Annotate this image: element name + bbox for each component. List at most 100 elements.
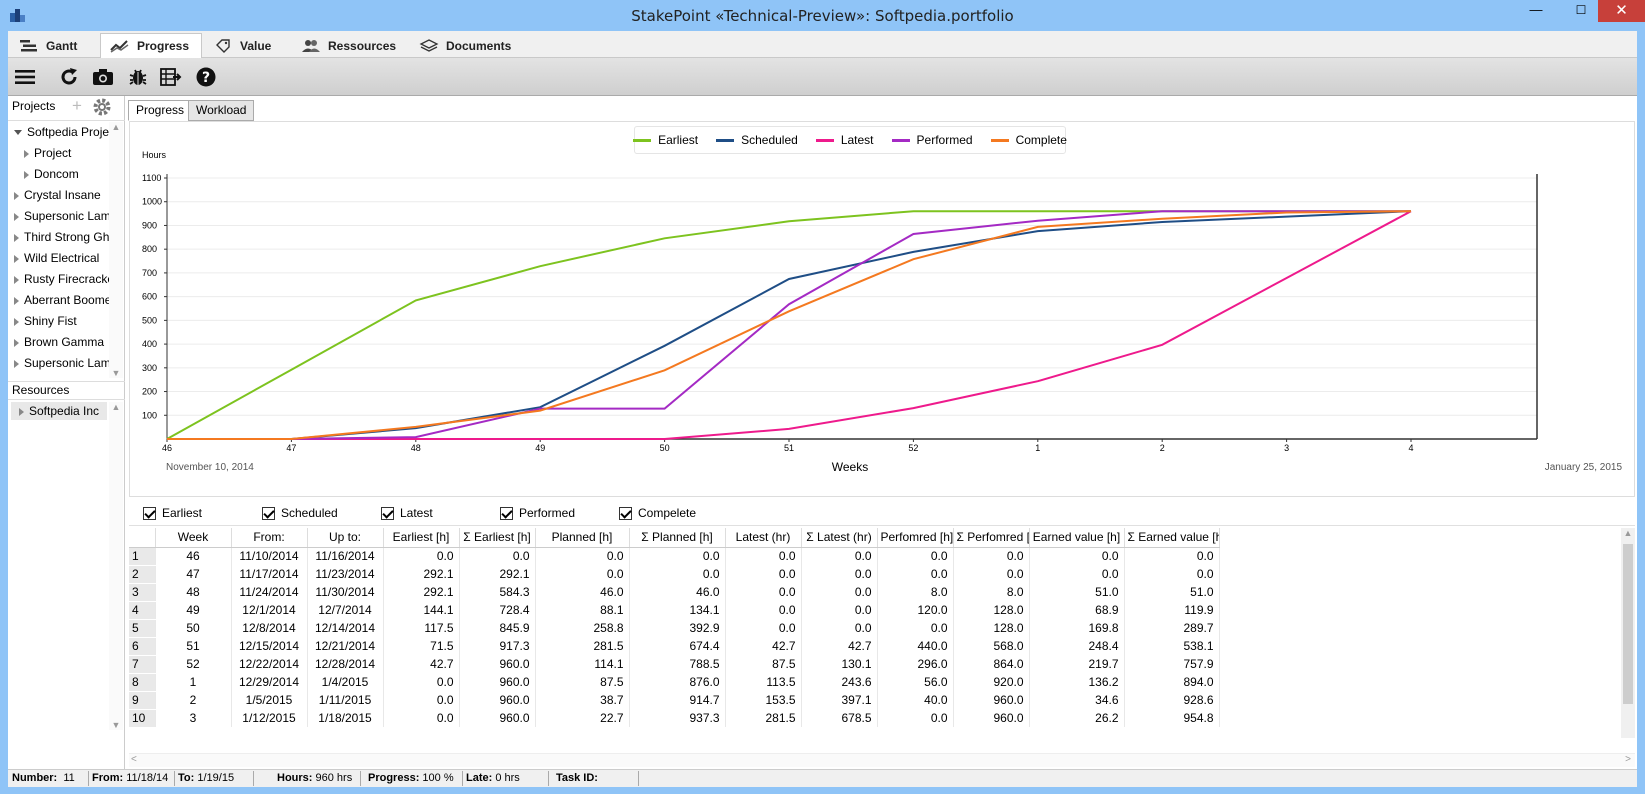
table-cell[interactable]: 960.0 [459,691,536,709]
tree-item[interactable]: Supersonic Lamp [14,356,109,370]
table-cell[interactable]: 392.9 [629,619,726,637]
table-cell[interactable]: 11/17/2014 [231,565,308,583]
table-cell[interactable]: 114.1 [535,655,630,673]
tree-item[interactable]: Rusty Firecracker [14,272,109,286]
checkbox-checked-icon[interactable] [262,506,275,520]
table-cell[interactable]: 22.7 [535,709,630,727]
table-cell[interactable]: 8.0 [877,583,954,601]
table-cell[interactable]: 56.0 [877,673,954,691]
table-cell[interactable]: 0.0 [877,547,954,565]
expand-arrow-icon[interactable] [14,338,19,347]
table-cell[interactable]: 8.0 [953,583,1030,601]
table-cell[interactable]: 584.3 [459,583,536,601]
table-cell[interactable]: 1/5/2015 [231,691,308,709]
table-cell[interactable]: 11/16/2014 [307,547,384,565]
table-cell[interactable]: 928.6 [1124,691,1220,709]
table-cell[interactable]: 0.0 [459,547,536,565]
column-header[interactable]: Perfomred [h] [877,528,954,548]
table-cell[interactable]: 46.0 [629,583,726,601]
table-cell[interactable]: 914.7 [629,691,726,709]
tree-item[interactable]: Shiny Fist [14,314,109,328]
tree-item[interactable]: Aberrant Boomerang [14,293,109,307]
table-cell[interactable]: 0.0 [877,565,954,583]
table-cell[interactable]: 46 [155,547,232,565]
debug-button[interactable] [125,64,151,90]
table-cell[interactable]: 71.5 [383,637,460,655]
table-cell[interactable]: 728.4 [459,601,536,619]
table-cell[interactable]: 0.0 [383,673,460,691]
table-cell[interactable]: 12/14/2014 [307,619,384,637]
table-cell[interactable]: 440.0 [877,637,954,655]
table-row[interactable]: 2 47 11/17/2014 11/23/2014 292.1 292.1 0.0 0.0 0… [129,565,1220,584]
expand-arrow-icon[interactable] [24,170,29,179]
table-cell[interactable]: 864.0 [953,655,1030,673]
table-cell[interactable]: 0.0 [801,601,878,619]
table-cell[interactable]: 68.9 [1029,601,1125,619]
table-cell[interactable]: 12/22/2014 [231,655,308,673]
help-button[interactable]: ? [193,64,219,90]
table-cell[interactable]: 51.0 [1029,583,1125,601]
table-vertical-scrollbar[interactable]: ▲ [1621,528,1635,738]
table-cell[interactable]: 0.0 [1124,547,1220,565]
table-cell[interactable]: 11/24/2014 [231,583,308,601]
table-cell[interactable]: 50 [155,619,232,637]
expand-arrow-icon[interactable] [14,359,19,368]
tree-item[interactable]: Wild Electrical [14,251,109,265]
table-cell[interactable]: 0.0 [801,565,878,583]
table-cell[interactable]: 119.9 [1124,601,1220,619]
column-header[interactable]: Σ Perfomred [h] [953,528,1030,548]
table-cell[interactable]: 1/11/2015 [307,691,384,709]
expand-arrow-icon[interactable] [14,233,19,242]
table-cell[interactable]: 960.0 [459,655,536,673]
table-cell[interactable]: 3 [155,709,232,727]
table-cell[interactable]: 0.0 [383,709,460,727]
table-cell[interactable]: 11/30/2014 [307,583,384,601]
table-cell[interactable]: 12/8/2014 [231,619,308,637]
table-cell[interactable]: 87.5 [725,655,802,673]
table-cell[interactable]: 0.0 [801,619,878,637]
tab-progress[interactable]: Progress [100,33,202,58]
checkbox-checked-icon[interactable] [143,506,156,520]
table-cell[interactable]: 11/10/2014 [231,547,308,565]
column-header[interactable]: From: [231,528,308,548]
table-cell[interactable]: 0.0 [801,547,878,565]
table-cell[interactable]: 42.7 [725,637,802,655]
table-cell[interactable]: 0.0 [801,583,878,601]
table-cell[interactable]: 1/18/2015 [307,709,384,727]
tab-gantt[interactable]: Gantt [10,33,100,58]
table-cell[interactable]: 0.0 [953,547,1030,565]
table-cell[interactable]: 954.8 [1124,709,1220,727]
table-cell[interactable]: 0.0 [535,547,630,565]
tree-item[interactable]: Crystal Insane [14,188,109,202]
table-cell[interactable]: 0.0 [725,619,802,637]
maximize-button[interactable]: ☐ [1575,3,1587,17]
checkbox-checked-icon[interactable] [619,506,632,520]
checkbox-checked-icon[interactable] [500,506,513,520]
refresh-button[interactable] [56,64,82,90]
table-cell[interactable]: 130.1 [801,655,878,673]
column-header[interactable]: Earned value [h] [1029,528,1125,548]
table-cell[interactable]: 1 [155,673,232,691]
table-cell[interactable]: 1/12/2015 [231,709,308,727]
series-checkbox[interactable]: Scheduled [262,506,338,520]
expand-arrow-icon[interactable] [14,254,19,263]
add-project-icon[interactable]: + [72,96,82,115]
table-cell[interactable]: 845.9 [459,619,536,637]
column-header[interactable]: Week [155,528,232,548]
expand-arrow-icon[interactable] [14,212,19,221]
table-cell[interactable]: 49 [155,601,232,619]
table-row[interactable]: 9 2 1/5/2015 1/11/2015 0.0 960.0 38.7 914.7 153.… [129,691,1220,710]
table-row[interactable]: 4 49 12/1/2014 12/7/2014 144.1 728.4 88.1 134.1… [129,601,1220,620]
project-tree-scrollbar[interactable]: ▲ ▼ [109,122,123,378]
table-row[interactable]: 5 50 12/8/2014 12/14/2014 117.5 845.9 258.8 392… [129,619,1220,638]
expand-arrow-icon[interactable] [14,191,19,200]
table-cell[interactable]: 258.8 [535,619,630,637]
checkbox-checked-icon[interactable] [381,506,394,520]
table-row[interactable]: 7 52 12/22/2014 12/28/2014 42.7 960.0 114.1 788… [129,655,1220,674]
table-cell[interactable]: 292.1 [459,565,536,583]
close-button[interactable]: ✕ [1598,0,1645,22]
column-header[interactable]: Up to: [307,528,384,548]
expand-arrow-icon[interactable] [14,275,19,284]
series-checkbox[interactable]: Performed [500,506,575,520]
series-checkbox[interactable]: Latest [381,506,433,520]
